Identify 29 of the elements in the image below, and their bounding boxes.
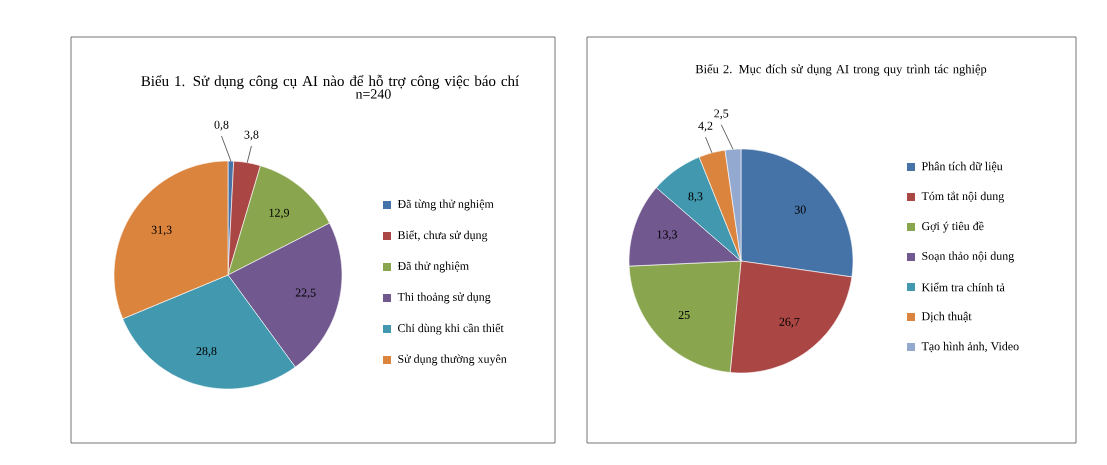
data-label: 28,8 (196, 346, 217, 357)
legend-label: Phân tích dữ liệu (921, 161, 1003, 173)
legend-label: Thi thoảng sử dụng (397, 292, 491, 304)
data-label: 8,3 (688, 192, 703, 203)
data-label: 0,8 (214, 120, 229, 131)
legend-label: Tạo hình ảnh, Video (921, 341, 1019, 353)
data-label: 2,5 (714, 109, 729, 120)
data-label: 4,2 (698, 121, 713, 132)
chart-title: Biểu 1. Sử dụng công cụ AI nào để hỗ trợ công việc báo chí (141, 74, 520, 90)
data-label: 12,9 (269, 208, 289, 219)
legend-label: Sử dụng thường xuyên (398, 354, 507, 366)
legend-label: Gợi ý tiêu đề (922, 221, 984, 233)
legend-label: Tóm tắt nội dung (921, 191, 1004, 203)
data-label: 13,3 (657, 230, 677, 241)
legend-label: Đã thử nghiệm (397, 261, 469, 273)
data-label: 26,7 (779, 317, 800, 328)
data-label: 25 (678, 310, 690, 319)
legend-label: Chỉ dùng khi cần thiết (398, 323, 504, 335)
data-label: 30 (794, 205, 806, 214)
legend-label: Kiểm tra chính tả (921, 282, 1005, 292)
data-label: 22,5 (295, 288, 316, 299)
data-label: 31,3 (151, 225, 172, 236)
data-label: 3,8 (244, 130, 259, 141)
legend-label: Dịch thuật (921, 311, 972, 323)
legend-label: Soạn thảo nội dung (922, 251, 1014, 263)
legend-label: Đã từng thử nghiệm (397, 199, 494, 211)
legend-label: Biết, chưa sử dụng (397, 230, 488, 242)
chart-title: Biểu 2. Mục đích sử dụng AI trong quy trình tác nghiệp (695, 64, 987, 76)
chart-subtitle: n=240 (355, 89, 391, 99)
